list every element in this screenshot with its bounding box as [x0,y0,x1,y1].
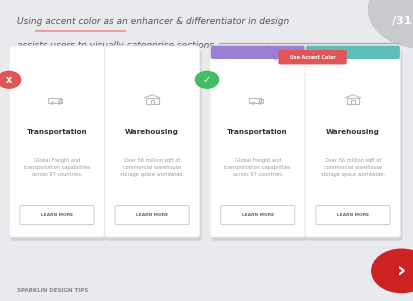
Text: Transportation: Transportation [227,129,287,135]
Text: /31: /31 [391,16,411,26]
Text: SPARKLIN DESIGN TIPS: SPARKLIN DESIGN TIPS [17,288,88,293]
FancyBboxPatch shape [220,206,294,225]
FancyBboxPatch shape [211,49,306,241]
FancyBboxPatch shape [11,49,106,241]
FancyBboxPatch shape [209,46,305,237]
Circle shape [58,102,60,104]
FancyBboxPatch shape [304,46,400,237]
Bar [213,48,301,57]
FancyBboxPatch shape [278,50,346,64]
Bar [145,98,158,104]
Circle shape [51,102,53,104]
Text: Warehousing: Warehousing [125,129,179,135]
Circle shape [371,249,413,293]
FancyBboxPatch shape [210,46,304,59]
Text: Global Freight and
transportation capabilities
across 97 countries.: Global Freight and transportation capabi… [224,158,290,178]
Text: LEARN MORE: LEARN MORE [336,213,368,217]
Bar [59,99,62,103]
Text: Transportation: Transportation [26,129,87,135]
Bar [259,99,262,103]
Circle shape [0,71,21,88]
Text: Use Accent Color: Use Accent Color [289,55,335,60]
Bar [351,101,354,104]
FancyBboxPatch shape [306,49,401,241]
Bar [346,98,358,104]
Bar [48,98,60,103]
Bar [308,48,396,57]
FancyBboxPatch shape [20,206,94,225]
Circle shape [252,102,254,104]
Text: Warehousing: Warehousing [325,129,379,135]
Circle shape [258,102,261,104]
Text: LEARN MORE: LEARN MORE [136,213,168,217]
Bar [248,98,261,103]
Circle shape [368,0,413,48]
FancyBboxPatch shape [315,206,389,225]
Circle shape [195,71,218,88]
FancyBboxPatch shape [115,206,189,225]
Text: Over 56 million sqft of
commercial warehouse
storage space worldwide.: Over 56 million sqft of commercial wareh… [320,158,384,178]
FancyBboxPatch shape [106,49,201,241]
Text: x: x [6,75,12,85]
Text: ›: › [396,261,405,281]
Bar [150,101,153,104]
FancyBboxPatch shape [305,46,399,59]
FancyBboxPatch shape [104,46,199,237]
Text: LEARN MORE: LEARN MORE [41,213,73,217]
FancyBboxPatch shape [9,46,104,237]
Text: assists users to visually categorise sections.: assists users to visually categorise sec… [17,41,216,50]
Text: ✓: ✓ [202,75,211,85]
Text: LEARN MORE: LEARN MORE [241,213,273,217]
Text: Over 56 million sqft of
commercial warehouse
storage space worldwide.: Over 56 million sqft of commercial wareh… [120,158,184,178]
Text: Using accent color as an enhancer & differentiator in design: Using accent color as an enhancer & diff… [17,17,288,26]
Text: Global Freight and
transportation capabilities
across 97 countries.: Global Freight and transportation capabi… [24,158,90,178]
